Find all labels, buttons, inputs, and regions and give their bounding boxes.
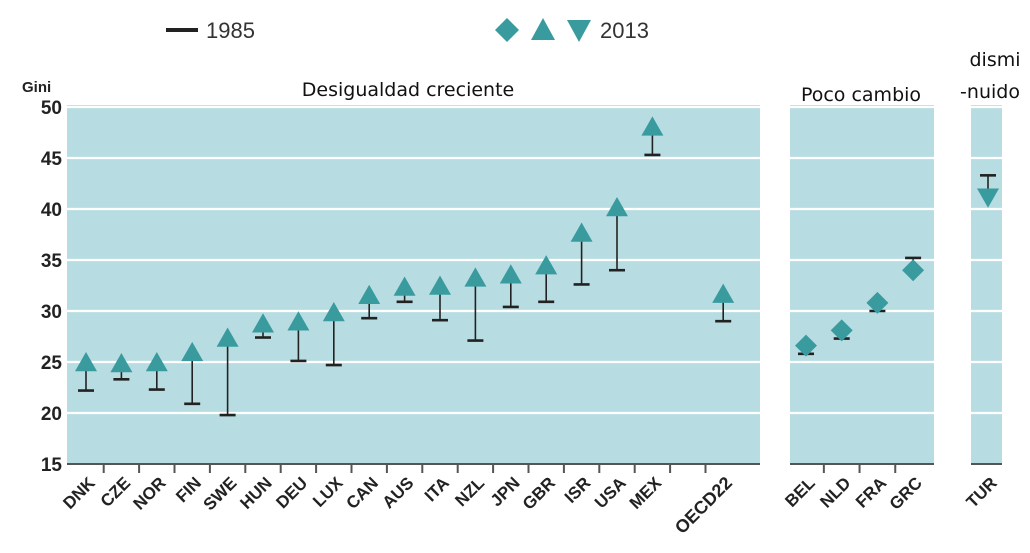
panel-background [67,105,760,464]
point-2013-swe [216,327,239,347]
x-tick-label-nzl: NZL [451,473,488,510]
point-2013-mex [641,116,664,136]
x-tick-label-isr: ISR [561,473,594,506]
x-tick-label-aus: AUS [379,473,418,512]
point-2013-oecd22 [712,283,735,303]
point-2013-lux [322,302,345,322]
legend-2013-label: 2013 [600,18,649,43]
point-2013-tur [977,188,999,208]
point-2013-fra [866,291,889,314]
y-tick-label-25: 25 [41,353,63,374]
point-2013-nzl [464,267,487,287]
point-2013-hun [252,313,274,333]
point-2013-jpn [499,264,522,284]
x-tick-label-lux: LUX [309,473,347,511]
x-tick-label-usa: USA [591,473,630,512]
panel-title-decreased-line-1: dismi [969,49,1020,71]
panel-title-little-change: Poco cambio [801,84,921,106]
x-tick-label-deu: DEU [272,473,311,512]
x-tick-label-gbr: GBR [519,473,559,513]
x-tick-label-dnk: DNK [59,473,99,513]
point-2013-dnk [75,352,97,372]
legend: 1985 2013 [166,18,649,43]
x-tick-label-cze: CZE [97,473,134,510]
y-tick-label-35: 35 [41,251,63,272]
point-2013-ita [429,275,451,295]
point-2013-deu [287,311,310,331]
x-tick-label-nld: NLD [816,473,854,511]
point-2013-nor [145,352,168,372]
x-tick-label-ita: ITA [421,473,453,505]
panel-background [971,105,1002,464]
x-tick-label-hun: HUN [236,473,275,512]
legend-diamond-icon [495,18,519,42]
y-tick-label-15: 15 [41,455,63,476]
point-2013-cze [110,353,133,373]
point-2013-nld [830,319,853,342]
panel-3: TUR [963,105,1002,512]
panel-background [790,105,934,464]
x-tick-label-oecd22: OECD22 [671,473,736,538]
x-tick-label-mex: MEX [626,473,666,513]
point-2013-aus [393,276,416,296]
y-tick-label-30: 30 [41,302,62,323]
x-tick-label-grc: GRC [886,473,926,513]
x-tick-label-swe: SWE [200,473,241,514]
legend-1985-label: 1985 [206,18,255,43]
x-tick-label-tur: TUR [963,473,1001,511]
point-2013-grc [902,259,925,282]
y-axis-label: Gini [22,79,51,96]
y-tick-label-40: 40 [41,200,62,221]
panel-title-rising: Desigualdad creciente [302,79,514,101]
point-2013-can [358,284,381,304]
panel-title-decreased-line-2: -nuido [960,81,1020,103]
x-tick-label-fra: FRA [852,473,890,511]
point-2013-fin [181,341,204,362]
point-2013-usa [606,196,628,217]
point-2013-isr [570,222,593,242]
legend-triangle-up-icon [531,18,555,40]
point-2013-bel [795,334,817,357]
y-axis: 15 20 25 30 35 40 45 50 [41,98,63,476]
y-tick-label-50: 50 [41,98,62,119]
y-tick-label-45: 45 [41,149,63,170]
x-tick-label-bel: BEL [781,473,818,510]
x-tick-label-jpn: JPN [487,473,524,510]
legend-triangle-down-icon [567,20,591,42]
point-2013-gbr [535,255,558,275]
x-tick-label-nor: NOR [129,473,169,513]
y-tick-label-20: 20 [41,404,62,425]
x-tick-label-can: CAN [343,473,382,512]
